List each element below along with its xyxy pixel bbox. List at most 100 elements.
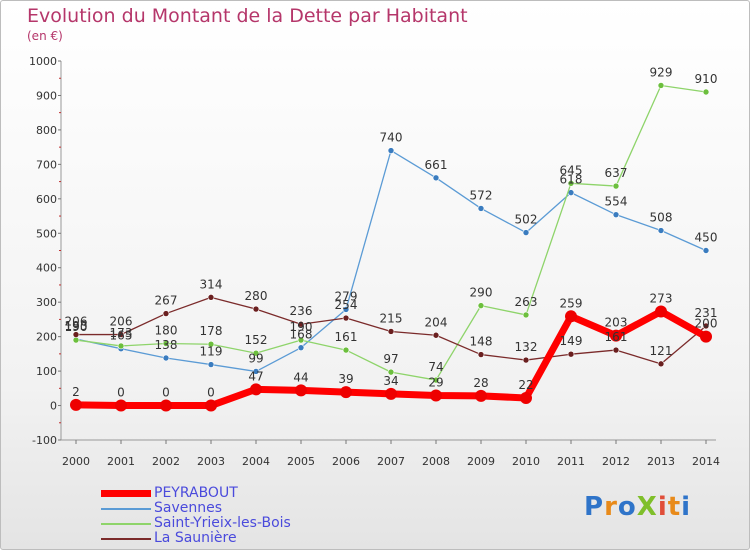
data-point xyxy=(477,205,485,212)
x-tick-label: 2011 xyxy=(557,455,585,468)
data-point xyxy=(612,346,620,354)
data-label: 132 xyxy=(515,340,538,354)
data-point xyxy=(657,82,665,89)
data-label: 161 xyxy=(335,330,358,344)
y-tick-label: 600 xyxy=(36,193,57,206)
data-point xyxy=(387,368,395,376)
data-label: 74 xyxy=(428,360,443,374)
chart-legend: PEYRABOUT Savennes Saint-Yrieix-les-Bois… xyxy=(101,485,361,546)
x-tick-label: 2000 xyxy=(62,455,90,468)
data-point xyxy=(252,305,260,313)
data-label: 165 xyxy=(110,329,133,343)
data-label: 44 xyxy=(293,370,308,384)
data-label: 279 xyxy=(335,289,358,303)
x-tick-label: 2006 xyxy=(332,455,360,468)
data-point xyxy=(477,351,485,358)
data-label: 178 xyxy=(200,324,223,338)
data-point xyxy=(475,389,487,402)
chart-title: Evolution du Montant de la Dette par Hab… xyxy=(27,5,468,27)
data-label: 0 xyxy=(207,386,215,400)
data-label: 263 xyxy=(515,295,538,309)
data-label: 0 xyxy=(117,386,125,400)
legend-item-la-sauniere[interactable]: La Saunière xyxy=(101,530,361,546)
y-tick-label: 300 xyxy=(36,296,57,309)
legend-label: PEYRABOUT xyxy=(154,485,238,501)
data-point xyxy=(567,350,575,358)
data-label: 119 xyxy=(200,345,223,359)
data-label: 149 xyxy=(560,334,583,348)
legend-swatch xyxy=(101,538,151,540)
data-point xyxy=(207,294,215,301)
data-point xyxy=(297,320,305,328)
x-tick-label: 2009 xyxy=(467,455,495,468)
data-point xyxy=(297,336,305,344)
data-label: 206 xyxy=(110,315,133,329)
data-point xyxy=(295,384,307,397)
data-label: 168 xyxy=(290,328,313,342)
data-label: 193 xyxy=(65,319,88,333)
data-point xyxy=(610,329,622,342)
data-point xyxy=(297,344,305,351)
logo-letter: o xyxy=(617,492,637,522)
data-point xyxy=(115,399,127,412)
legend-item-saint-yrieix[interactable]: Saint-Yrieix-les-Bois xyxy=(101,515,361,531)
data-point xyxy=(70,398,82,411)
x-tick-label: 2002 xyxy=(152,455,180,468)
data-point xyxy=(340,386,352,399)
data-label: 637 xyxy=(605,166,628,180)
legend-item-peyrabout[interactable]: PEYRABOUT xyxy=(101,485,361,501)
data-label: 259 xyxy=(560,296,583,310)
data-point xyxy=(522,356,530,364)
data-label: 190 xyxy=(290,320,313,334)
data-point xyxy=(342,314,350,322)
data-point xyxy=(342,306,350,313)
x-tick-label: 2005 xyxy=(287,455,315,468)
chart-series xyxy=(70,82,712,412)
data-point xyxy=(432,174,440,182)
data-label: 231 xyxy=(695,306,718,320)
data-point xyxy=(387,328,395,335)
data-label: 99 xyxy=(248,351,263,365)
data-point xyxy=(162,310,170,317)
legend-label: Saint-Yrieix-les-Bois xyxy=(154,515,291,531)
data-label: 0 xyxy=(162,386,170,400)
data-label: 572 xyxy=(470,188,493,202)
logo-letter: t xyxy=(667,492,682,522)
data-point xyxy=(700,330,712,343)
legend-swatch xyxy=(101,523,151,525)
legend-swatch xyxy=(101,508,151,510)
data-point xyxy=(522,311,530,319)
data-point xyxy=(565,310,577,323)
series-peyrabout xyxy=(70,305,712,412)
x-tick-label: 2008 xyxy=(422,455,450,468)
logo-letter: r xyxy=(604,492,618,522)
y-tick-label: 1000 xyxy=(29,55,57,68)
data-point xyxy=(520,391,532,404)
data-point xyxy=(385,387,397,400)
data-label: 161 xyxy=(605,330,628,344)
data-label: 29 xyxy=(428,376,443,390)
data-label: 618 xyxy=(560,173,583,187)
data-point xyxy=(162,340,170,347)
y-tick-label: -100 xyxy=(32,434,57,447)
y-tick-label: 0 xyxy=(50,400,57,413)
data-point xyxy=(702,322,710,330)
x-tick-label: 2003 xyxy=(197,455,225,468)
legend-item-savennes[interactable]: Savennes xyxy=(101,500,361,516)
data-label: 34 xyxy=(383,374,398,388)
y-tick-label: 800 xyxy=(36,124,57,137)
chart-subtitle: (en €) xyxy=(27,29,63,43)
data-point xyxy=(252,368,260,375)
x-tick-label: 2007 xyxy=(377,455,405,468)
y-tick-label: 700 xyxy=(36,158,57,171)
data-point xyxy=(612,182,620,190)
data-label: 215 xyxy=(380,311,403,325)
x-tick-label: 2010 xyxy=(512,455,540,468)
data-point xyxy=(207,361,215,368)
logo-letter: P xyxy=(584,492,605,522)
legend-swatch xyxy=(101,490,151,497)
x-tick-label: 2001 xyxy=(107,455,135,468)
data-point xyxy=(430,389,442,402)
data-point xyxy=(702,88,710,96)
data-point xyxy=(432,331,440,339)
